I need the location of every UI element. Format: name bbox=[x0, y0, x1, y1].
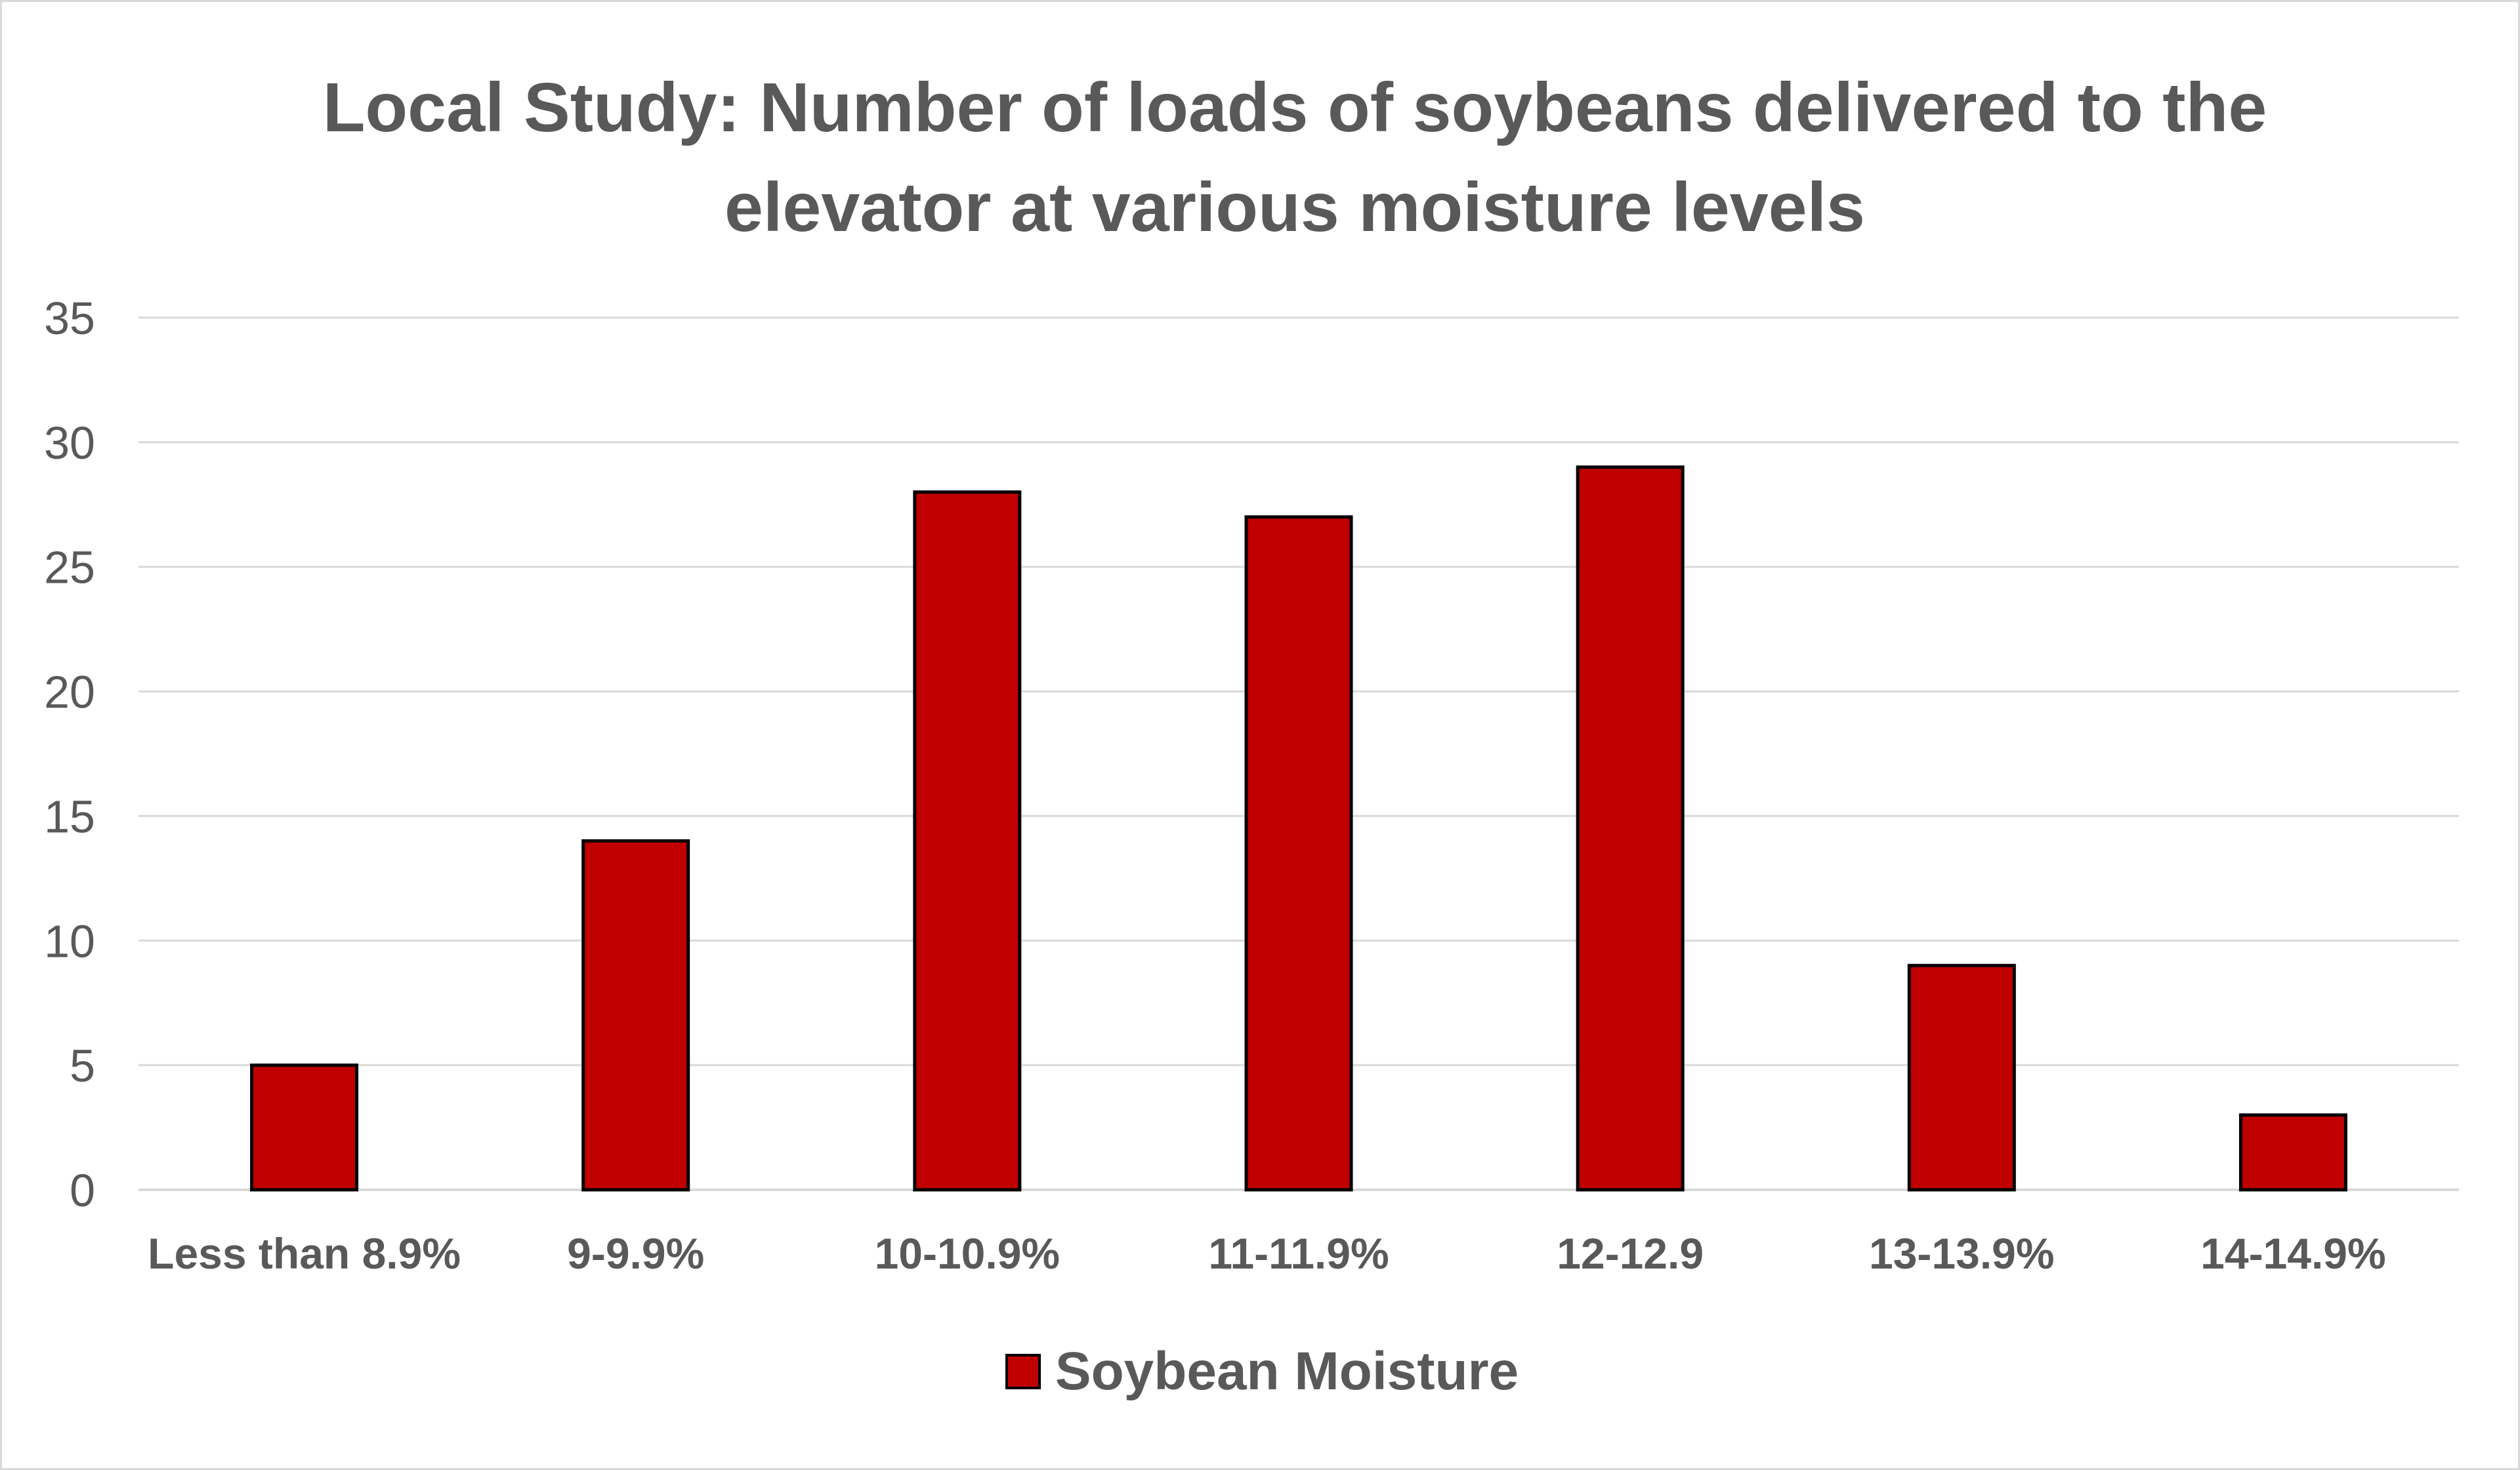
bar bbox=[581, 839, 690, 1192]
bar bbox=[1907, 963, 2016, 1192]
gridlines bbox=[138, 316, 2459, 1191]
bars bbox=[250, 465, 2347, 1192]
x-axis-tick-labels: Less than 8.9% 9-9.9% 10-10.9% 11-11.9% 12-1… bbox=[148, 1229, 2386, 1278]
bar bbox=[2238, 1113, 2347, 1192]
y-tick-label: 15 bbox=[44, 791, 95, 842]
x-tick-label: 13-13.9% bbox=[1869, 1229, 2055, 1278]
legend: Soybean Moisture bbox=[2, 1341, 2520, 1402]
bar bbox=[1244, 515, 1353, 1192]
y-tick-label: 30 bbox=[44, 417, 95, 469]
y-tick-label: 25 bbox=[44, 542, 95, 593]
y-tick-label: 20 bbox=[44, 667, 95, 718]
y-axis-tick-labels: 0 5 10 15 20 25 30 35 bbox=[44, 293, 95, 1216]
x-tick-label: 12-12.9 bbox=[1557, 1229, 1704, 1278]
bar bbox=[913, 490, 1022, 1192]
y-tick-label: 10 bbox=[44, 915, 95, 967]
x-tick-label: Less than 8.9% bbox=[148, 1229, 461, 1278]
bar bbox=[250, 1063, 359, 1192]
chart-title: Local Study: Number of loads of soybeans… bbox=[322, 69, 2267, 246]
y-tick-label: 5 bbox=[70, 1040, 95, 1091]
x-tick-label: 11-11.9% bbox=[1208, 1229, 1389, 1278]
y-tick-label: 35 bbox=[44, 293, 95, 344]
x-tick-label: 10-10.9% bbox=[875, 1229, 1060, 1278]
y-tick-label: 0 bbox=[70, 1165, 95, 1216]
legend-swatch bbox=[1005, 1354, 1041, 1389]
legend-label: Soybean Moisture bbox=[1055, 1341, 1519, 1401]
bar bbox=[1576, 465, 1685, 1192]
x-tick-label: 9-9.9% bbox=[567, 1229, 704, 1278]
x-tick-label: 14-14.9% bbox=[2200, 1229, 2386, 1278]
